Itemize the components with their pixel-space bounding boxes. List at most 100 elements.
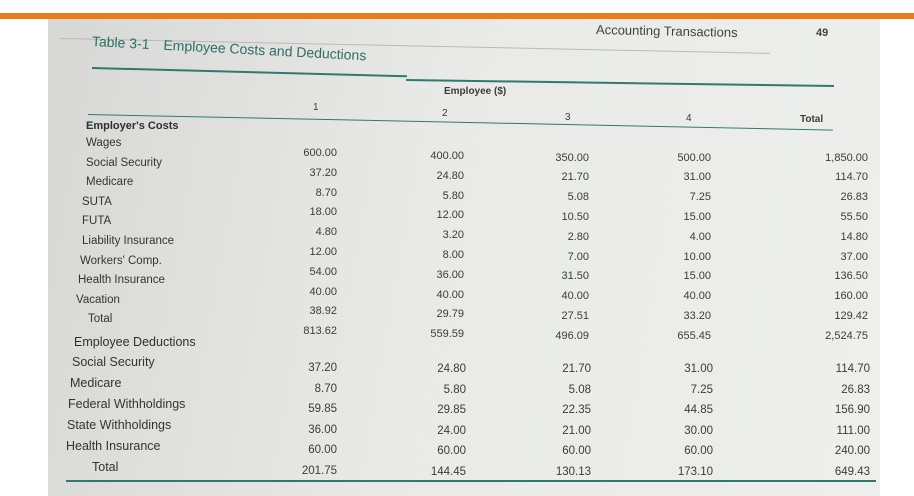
table-cell: 31.50 (561, 270, 589, 283)
table-cell: 5.80 (443, 383, 466, 396)
table-cell: 10.50 (561, 210, 589, 223)
column-header: 4 (686, 113, 692, 124)
table-cell: 7.25 (690, 383, 713, 396)
table-cell: 5.08 (568, 383, 591, 396)
row-label: Vacation (76, 293, 120, 306)
table-cell: 559.59 (430, 328, 464, 341)
running-head: Accounting Transactions (595, 22, 738, 40)
table-cell: 60.00 (562, 445, 591, 458)
column-header: 3 (565, 112, 571, 123)
table-cell: 496.09 (555, 329, 589, 342)
table-cell: 655.45 (677, 329, 711, 342)
row-label: Workers' Comp. (80, 254, 162, 267)
top-accent-bar (0, 13, 914, 19)
table-cell: 160.00 (834, 290, 868, 303)
page-number: 49 (816, 27, 829, 39)
row-label: Health Insurance (78, 274, 165, 287)
table-cell: 4.80 (315, 226, 337, 239)
table-cell: 26.83 (840, 191, 868, 204)
table-cell: 21.00 (562, 424, 591, 437)
table-cell: 24.80 (436, 169, 464, 182)
table-cell: 8.70 (315, 186, 337, 199)
row-label: Medicare (86, 176, 134, 189)
table-cell: 400.00 (430, 150, 464, 162)
table-cell: 27.51 (561, 309, 589, 322)
right-margin (880, 19, 914, 496)
table-cell: 4.00 (689, 230, 711, 243)
table-cell: 29.79 (436, 308, 464, 321)
row-label: Federal Withholdings (68, 397, 186, 411)
column-header: Total (800, 114, 824, 125)
table-cell: 33.20 (683, 309, 711, 322)
table-cell: 31.00 (684, 363, 713, 375)
table-cell: 37.00 (840, 250, 868, 263)
table-cell: 12.00 (309, 246, 337, 258)
table-cell: 7.00 (567, 250, 589, 263)
row-label: Total (88, 313, 113, 326)
table-cell: 40.00 (561, 290, 589, 303)
row-label: FUTA (82, 215, 112, 228)
table-cell: 111.00 (836, 424, 870, 437)
table-cell: 40.00 (309, 285, 337, 298)
table-cell: 54.00 (309, 265, 337, 278)
table-cell: 136.50 (834, 270, 868, 283)
table-cell: 55.50 (840, 210, 868, 223)
table-cell: 114.70 (835, 171, 868, 184)
table-cell: 156.90 (834, 404, 870, 417)
table-cell: 5.80 (442, 189, 464, 202)
column-header: 2 (442, 108, 448, 119)
row-label: Health Insurance (66, 439, 161, 453)
section-label: Employer's Costs (86, 120, 179, 132)
table-cell: 40.00 (683, 290, 711, 303)
table-cell: 24.00 (437, 424, 466, 437)
table-cell: 7.25 (689, 191, 711, 204)
column-group-header: Employee ($) (444, 86, 507, 97)
table-cell: 18.00 (309, 206, 337, 219)
table-cell: 60.00 (308, 444, 337, 457)
table-cell: 649.43 (834, 466, 870, 478)
table-cell: 2.80 (567, 230, 589, 243)
table-cell: 3.20 (442, 229, 464, 242)
table-cell: 500.00 (677, 151, 711, 164)
table-cell: 173.10 (677, 466, 713, 478)
table-cell: 26.83 (841, 383, 870, 396)
table-cell: 24.80 (437, 363, 466, 375)
table-cell: 60.00 (437, 445, 466, 458)
left-margin (0, 19, 48, 496)
table-cell: 31.00 (683, 171, 711, 184)
table-cell: 813.62 (303, 325, 337, 338)
table-cell: 21.70 (562, 363, 591, 375)
table-cell: 37.20 (308, 362, 337, 374)
table-cell: 29.85 (437, 404, 466, 417)
row-label: Social Security (86, 156, 163, 169)
section-label: Employee Deductions (74, 335, 196, 349)
table-cell: 36.00 (308, 423, 337, 436)
row-label: Liability Insurance (82, 235, 175, 247)
table-cell: 36.00 (436, 268, 464, 281)
table-cell: 21.70 (561, 171, 589, 184)
row-label: Wages (86, 137, 122, 149)
table-cell: 114.70 (835, 363, 870, 375)
table-cell: 12.00 (436, 209, 464, 222)
table-cell: 30.00 (684, 424, 713, 437)
table-cell: 15.00 (683, 210, 711, 223)
table-cell: 350.00 (555, 151, 589, 164)
row-label: SUTA (82, 195, 112, 208)
table-cell: 37.20 (309, 166, 337, 179)
table-cell: 10.00 (683, 250, 711, 263)
table-cell: 240.00 (834, 445, 870, 458)
table-cell: 40.00 (436, 288, 464, 301)
table-cell: 14.80 (840, 230, 868, 243)
table-cell: 129.42 (834, 309, 868, 322)
row-label: State Withholdings (67, 418, 172, 432)
column-header: 1 (313, 102, 319, 113)
table-cell: 59.85 (308, 403, 337, 416)
row-label: Total (92, 460, 119, 474)
row-label: Social Security (72, 355, 155, 369)
table-number: Table 3-1 (91, 33, 150, 53)
table-cell: 130.13 (555, 466, 591, 478)
table-cell: 1,850.00 (825, 151, 868, 164)
table-cell: 60.00 (684, 445, 713, 458)
table-cell: 600.00 (303, 147, 337, 159)
table-cell: 15.00 (683, 270, 711, 283)
